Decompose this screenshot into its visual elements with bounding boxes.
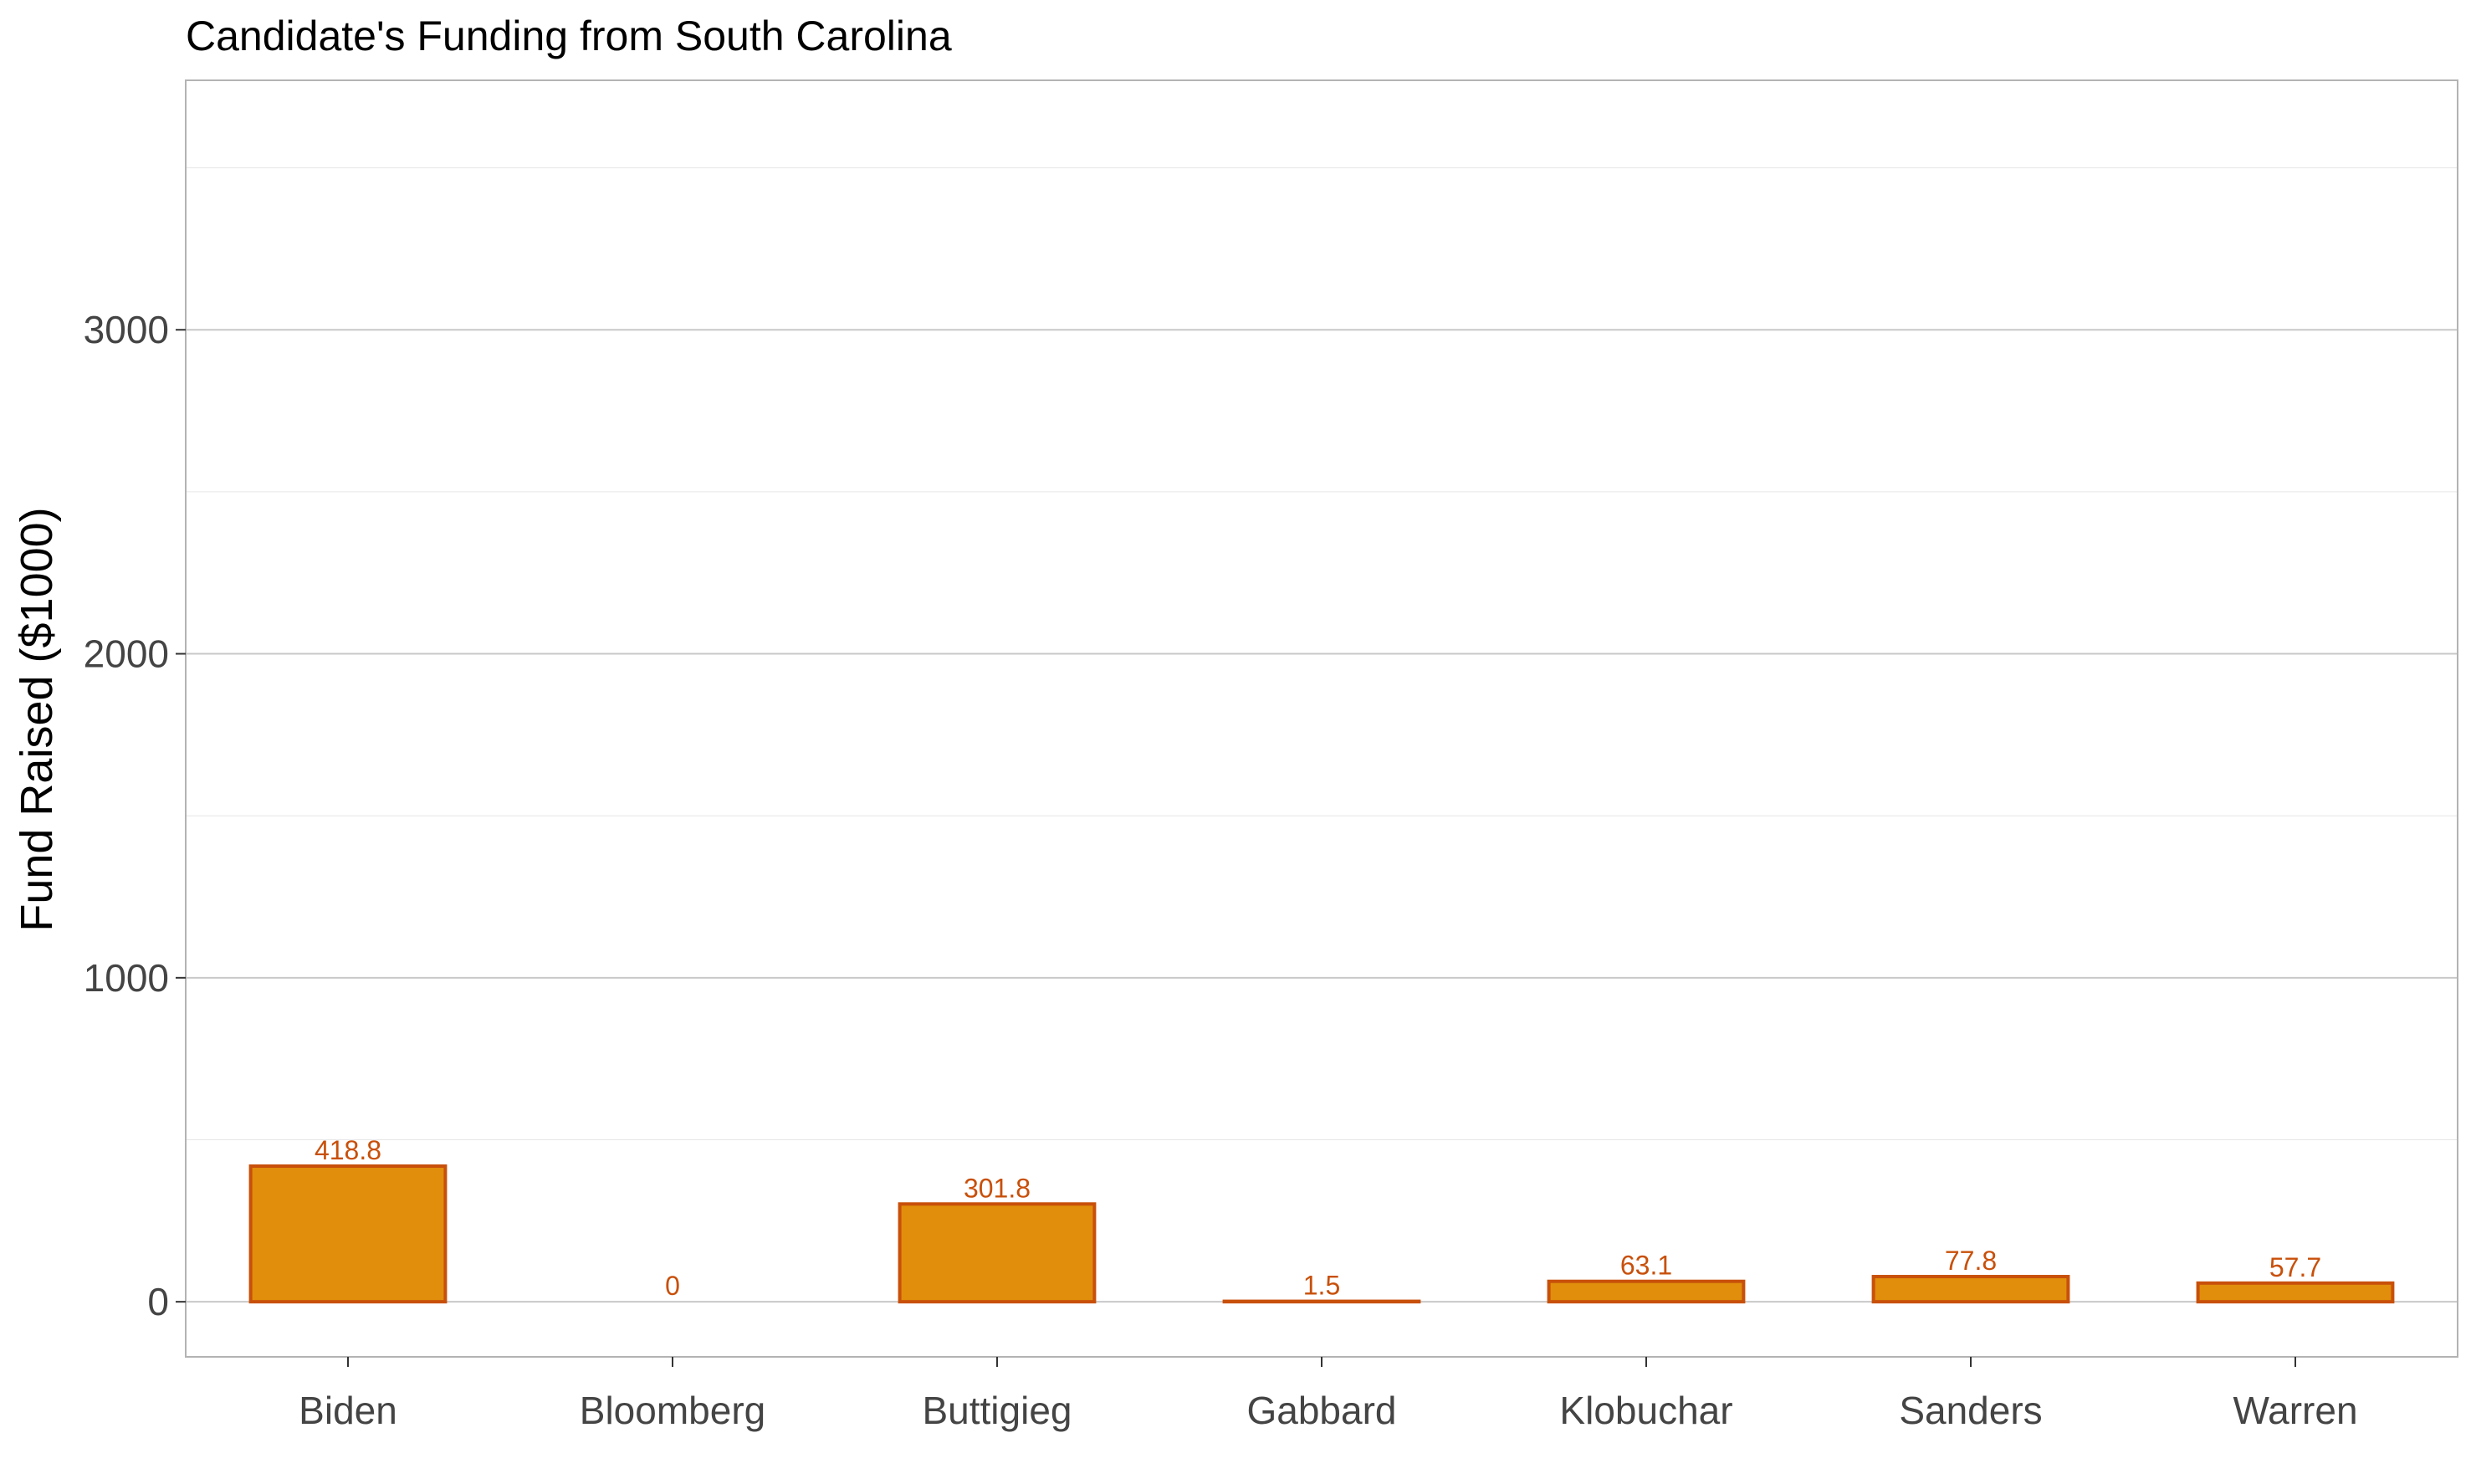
- y-axis: 0 1000 2000 3000: [84, 308, 186, 1323]
- bar: [248, 1164, 448, 1304]
- gridlines: [186, 167, 2458, 1303]
- bar-value-label: 63.1: [1620, 1251, 1672, 1281]
- chart-title: Candidate's Funding from South Carolina: [186, 13, 952, 59]
- bar-value-label: 0: [665, 1271, 680, 1301]
- y-axis-label: Fund Raised ($1000): [12, 507, 62, 931]
- y-tick-label: 0: [147, 1280, 169, 1323]
- bars: [248, 1164, 2395, 1304]
- x-axis: Biden Bloomberg Buttigieg Gabbard Klobuchar S…: [299, 1357, 2358, 1432]
- x-tick-label: Klobuchar: [1559, 1389, 1732, 1432]
- bar: [898, 1202, 1097, 1304]
- data-labels: 418.8 0 301.8 1.5 63.1 77.8 57.7: [315, 1135, 2321, 1301]
- y-tick-label: 2000: [84, 632, 169, 676]
- bar: [1871, 1275, 2070, 1304]
- bar-value-label: 57.7: [2269, 1252, 2321, 1282]
- bar: [2196, 1281, 2395, 1304]
- bar-value-label: 77.8: [1945, 1246, 1997, 1276]
- bar: [1547, 1279, 1746, 1304]
- x-tick-label: Biden: [299, 1389, 397, 1432]
- y-tick-label: 3000: [84, 308, 169, 351]
- bar-value-label: 418.8: [315, 1135, 381, 1165]
- bar-value-label: 1.5: [1303, 1271, 1340, 1301]
- x-tick-label: Bloomberg: [580, 1389, 765, 1432]
- y-tick-label: 1000: [84, 956, 169, 1000]
- x-tick-label: Warren: [2233, 1389, 2357, 1432]
- x-tick-label: Gabbard: [1246, 1389, 1396, 1432]
- bar-value-label: 301.8: [964, 1173, 1031, 1203]
- x-tick-label: Buttigieg: [922, 1389, 1072, 1432]
- x-tick-label: Sanders: [1899, 1389, 2042, 1432]
